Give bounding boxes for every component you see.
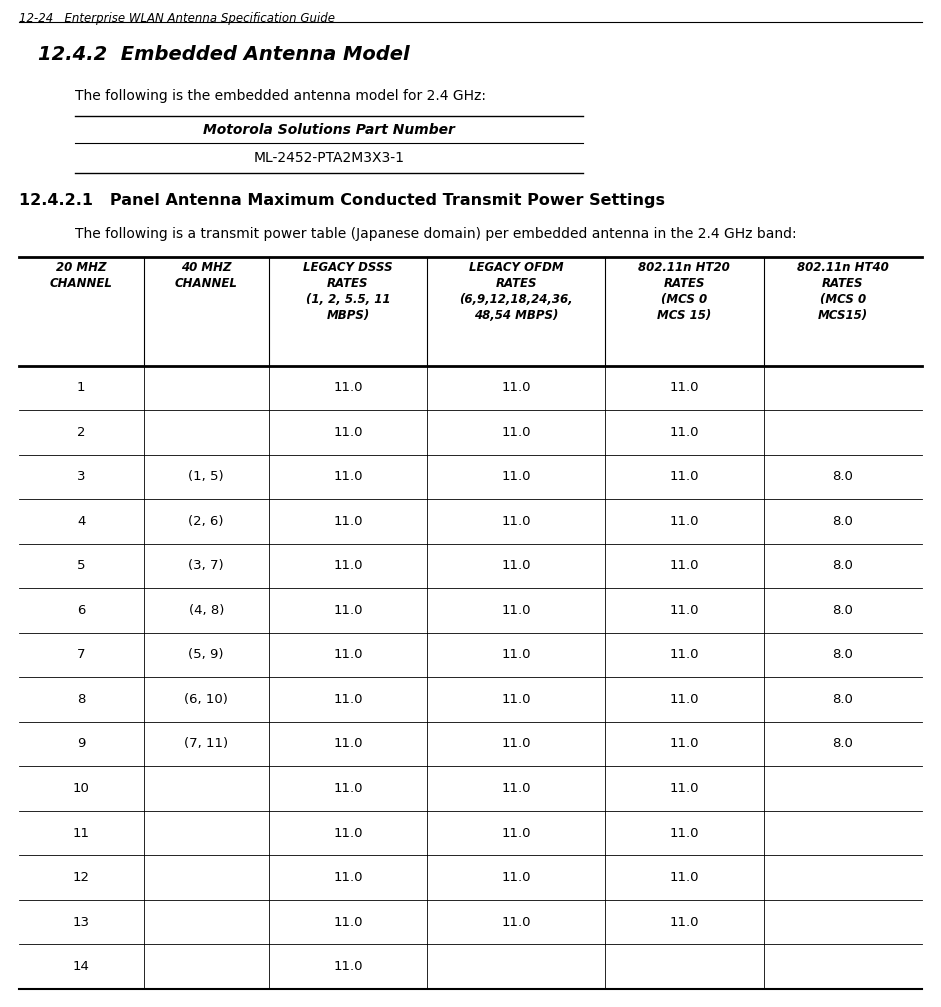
Text: 12.4.2  Embedded Antenna Model: 12.4.2 Embedded Antenna Model [38,45,409,64]
Text: (1, 5): (1, 5) [188,470,224,483]
Text: 11.0: 11.0 [502,426,531,439]
Text: 11.0: 11.0 [502,649,531,662]
Text: 13: 13 [72,915,89,928]
Text: 11.0: 11.0 [502,470,531,483]
Text: 11.0: 11.0 [333,515,362,528]
Text: 11.0: 11.0 [670,693,699,706]
Text: 11.0: 11.0 [333,960,362,973]
Text: 11.0: 11.0 [502,560,531,572]
Text: (7, 11): (7, 11) [184,737,229,750]
Text: 11.0: 11.0 [670,737,699,750]
Text: (2, 6): (2, 6) [188,515,224,528]
Text: 2: 2 [77,426,86,439]
Text: 10: 10 [72,782,89,795]
Text: (4, 8): (4, 8) [188,604,224,617]
Text: 11.0: 11.0 [670,560,699,572]
Text: 802.11n HT40
RATES
(MCS 0
MCS15): 802.11n HT40 RATES (MCS 0 MCS15) [797,261,888,322]
Text: 11.0: 11.0 [670,604,699,617]
Text: 5: 5 [77,560,86,572]
Text: 11.0: 11.0 [502,827,531,840]
Text: 8.0: 8.0 [833,515,853,528]
Text: 3: 3 [77,470,86,483]
Text: 11.0: 11.0 [670,470,699,483]
Text: 11.0: 11.0 [670,915,699,928]
Text: 11.0: 11.0 [670,649,699,662]
Text: 8.0: 8.0 [833,470,853,483]
Text: 11.0: 11.0 [502,604,531,617]
Text: 11.0: 11.0 [670,426,699,439]
Text: (5, 9): (5, 9) [188,649,224,662]
Text: The following is the embedded antenna model for 2.4 GHz:: The following is the embedded antenna mo… [75,89,486,103]
Text: 12-24   Enterprise WLAN Antenna Specification Guide: 12-24 Enterprise WLAN Antenna Specificat… [19,12,335,25]
Text: 1: 1 [77,382,86,395]
Text: 11.0: 11.0 [670,515,699,528]
Text: The following is a transmit power table (Japanese domain) per embedded antenna i: The following is a transmit power table … [75,227,797,241]
Text: 8.0: 8.0 [833,560,853,572]
Text: 11.0: 11.0 [670,782,699,795]
Text: 11.0: 11.0 [333,693,362,706]
Text: 802.11n HT20
RATES
(MCS 0
MCS 15): 802.11n HT20 RATES (MCS 0 MCS 15) [638,261,730,322]
Text: 4: 4 [77,515,86,528]
Text: 11.0: 11.0 [502,693,531,706]
Text: LEGACY DSSS
RATES
(1, 2, 5.5, 11
MBPS): LEGACY DSSS RATES (1, 2, 5.5, 11 MBPS) [303,261,392,322]
Text: 9: 9 [77,737,86,750]
Text: 11.0: 11.0 [502,515,531,528]
Text: 11.0: 11.0 [333,737,362,750]
Text: 11.0: 11.0 [333,827,362,840]
Text: 8: 8 [77,693,86,706]
Text: LEGACY OFDM
RATES
(6,9,12,18,24,36,
48,54 MBPS): LEGACY OFDM RATES (6,9,12,18,24,36, 48,5… [459,261,573,322]
Text: 12.4.2.1   Panel Antenna Maximum Conducted Transmit Power Settings: 12.4.2.1 Panel Antenna Maximum Conducted… [19,193,665,208]
Text: 11.0: 11.0 [333,382,362,395]
Text: 8.0: 8.0 [833,649,853,662]
Text: 14: 14 [72,960,89,973]
Text: 40 MHZ
CHANNEL: 40 MHZ CHANNEL [175,261,238,290]
Text: 11.0: 11.0 [333,649,362,662]
Text: 11.0: 11.0 [502,871,531,884]
Text: 11.0: 11.0 [333,470,362,483]
Text: 7: 7 [77,649,86,662]
Text: 20 MHZ
CHANNEL: 20 MHZ CHANNEL [50,261,113,290]
Text: 11.0: 11.0 [502,782,531,795]
Text: ML-2452-PTA2M3X3-1: ML-2452-PTA2M3X3-1 [254,151,405,165]
Text: 11.0: 11.0 [333,782,362,795]
Text: 8.0: 8.0 [833,693,853,706]
Text: 11.0: 11.0 [333,560,362,572]
Text: 11.0: 11.0 [670,871,699,884]
Text: 11.0: 11.0 [502,382,531,395]
Text: 11.0: 11.0 [670,382,699,395]
Text: (6, 10): (6, 10) [184,693,228,706]
Text: 11.0: 11.0 [333,604,362,617]
Text: 8.0: 8.0 [833,604,853,617]
Text: 11.0: 11.0 [333,426,362,439]
Text: 11.0: 11.0 [333,871,362,884]
Text: 12: 12 [72,871,89,884]
Text: Motorola Solutions Part Number: Motorola Solutions Part Number [203,123,455,137]
Text: 11: 11 [72,827,89,840]
Text: 11.0: 11.0 [670,827,699,840]
Text: 11.0: 11.0 [333,915,362,928]
Text: 11.0: 11.0 [502,737,531,750]
Text: 11.0: 11.0 [502,915,531,928]
Text: 8.0: 8.0 [833,737,853,750]
Text: (3, 7): (3, 7) [188,560,224,572]
Text: 6: 6 [77,604,86,617]
